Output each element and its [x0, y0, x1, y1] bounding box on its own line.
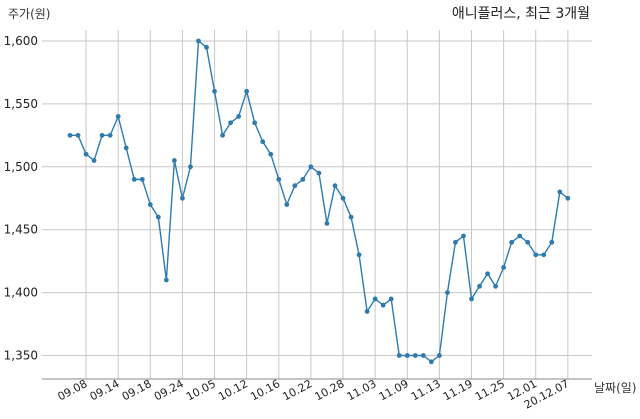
data-point — [131, 176, 137, 182]
y-tick-label: 1,450 — [4, 223, 38, 237]
data-point — [180, 195, 185, 201]
y-tick-label: 1,500 — [4, 160, 38, 174]
data-point — [244, 88, 250, 94]
data-point — [228, 120, 234, 126]
data-point — [83, 151, 89, 157]
data-point — [541, 252, 547, 258]
data-point — [139, 176, 145, 182]
chart-title: 애니플러스, 최근 3개월 — [452, 6, 590, 22]
y-tick-label: 1,400 — [4, 286, 38, 300]
data-point — [340, 195, 346, 201]
x-tick-label: 10.05 — [184, 377, 218, 403]
data-point — [404, 353, 410, 358]
data-point — [525, 239, 531, 245]
series — [67, 38, 571, 365]
data-point — [212, 88, 217, 94]
data-point — [565, 195, 571, 201]
y-tick-label: 1,550 — [4, 97, 38, 111]
data-point — [75, 132, 81, 138]
data-point — [196, 38, 201, 44]
data-point — [67, 132, 73, 138]
data-point — [147, 202, 153, 207]
data-point — [501, 265, 507, 270]
data-point — [91, 158, 97, 163]
x-tick-labels: 09.0809.1409.1809.2410.0510.1210.1610.22… — [56, 377, 572, 411]
data-point — [276, 176, 282, 182]
data-point — [171, 158, 177, 163]
data-point — [436, 353, 442, 358]
data-point — [445, 290, 450, 295]
data-point — [420, 353, 426, 358]
x-tick-label: 10.22 — [280, 377, 314, 403]
data-point — [461, 233, 466, 239]
data-point — [155, 214, 161, 220]
data-point — [509, 239, 515, 245]
x-tick-label: 09.14 — [88, 377, 122, 403]
data-point — [324, 221, 330, 226]
data-point — [123, 145, 129, 151]
data-point — [292, 183, 298, 189]
data-point — [99, 132, 105, 138]
data-point — [308, 164, 314, 170]
data-point — [348, 214, 354, 220]
y-tick-label: 1,350 — [4, 349, 38, 363]
data-point — [284, 202, 290, 207]
data-point — [557, 189, 563, 195]
data-point — [300, 176, 306, 182]
x-tick-label: 09.24 — [152, 377, 186, 403]
x-tick-label: 10.12 — [216, 377, 250, 403]
data-point — [485, 271, 490, 277]
x-tick-label: 09.08 — [56, 377, 90, 403]
y-axis-label: 주가(원) — [8, 7, 50, 21]
y-tick-label: 1,600 — [4, 34, 38, 48]
y-tick-labels: 1,350 1,400 1,450 1,500 1,550 1,600 — [4, 34, 38, 363]
data-point — [388, 296, 394, 302]
x-tick-label: 11.25 — [473, 377, 507, 403]
data-point — [260, 139, 266, 145]
data-point — [549, 239, 555, 245]
x-tick-label: 09.18 — [120, 377, 154, 403]
data-point — [364, 309, 370, 314]
data-point — [412, 353, 418, 358]
data-point — [107, 132, 113, 138]
data-point — [163, 277, 169, 283]
data-point — [356, 252, 362, 258]
data-point — [493, 283, 498, 289]
data-point — [236, 114, 242, 119]
x-tick-label: 10.16 — [248, 377, 282, 403]
data-point — [380, 302, 386, 308]
data-point — [252, 120, 258, 126]
data-point — [428, 359, 434, 365]
data-point — [372, 296, 378, 302]
data-point — [396, 353, 402, 358]
data-point — [453, 239, 458, 245]
grid — [42, 30, 592, 379]
data-point — [220, 132, 225, 138]
data-point — [188, 164, 193, 170]
data-point — [533, 252, 539, 258]
data-point — [477, 283, 482, 289]
x-tick-label: 11.19 — [441, 377, 475, 403]
data-point — [316, 170, 322, 176]
x-tick-label: 11.09 — [377, 377, 411, 403]
data-point — [204, 44, 209, 50]
data-point — [332, 183, 338, 189]
data-point — [517, 233, 523, 239]
data-point — [469, 296, 474, 302]
data-point — [268, 151, 274, 157]
x-tick-label: 10.28 — [313, 377, 347, 403]
x-tick-label: 11.13 — [409, 377, 443, 403]
x-axis-label: 날짜(일) — [594, 381, 636, 395]
x-tick-label: 11.03 — [345, 377, 379, 403]
data-point — [115, 114, 121, 119]
series-line — [70, 39, 569, 363]
